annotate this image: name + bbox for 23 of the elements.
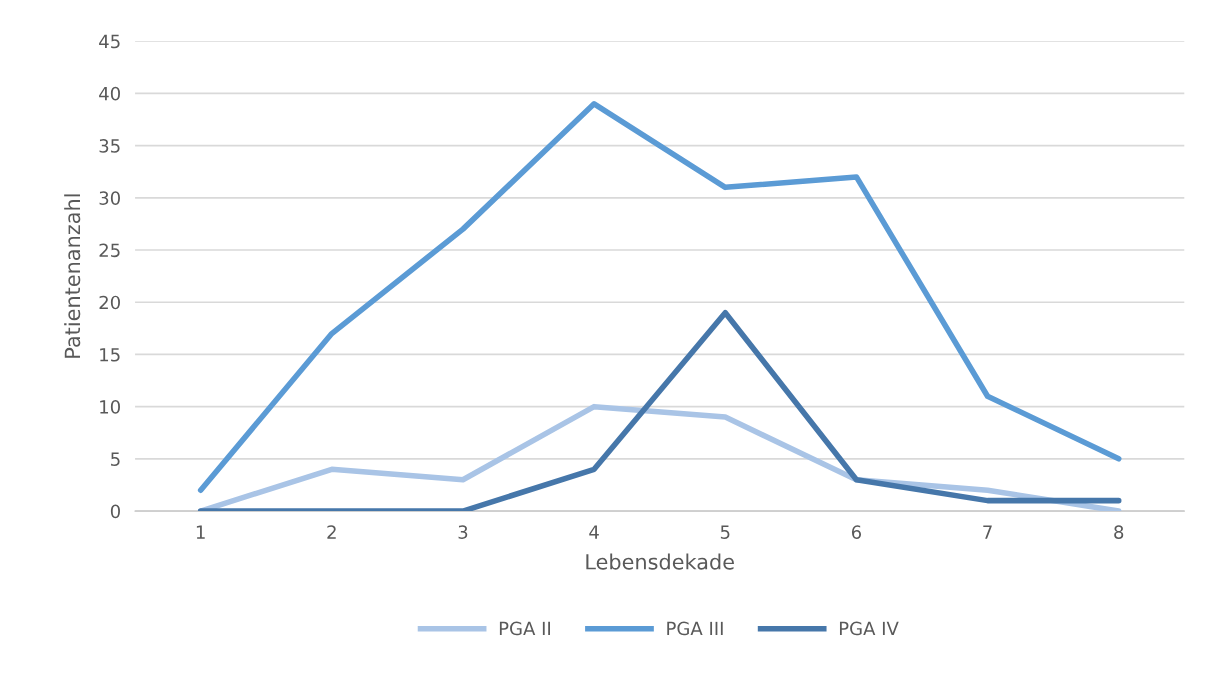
y-tick-label: 30 [99,191,120,205]
y-tick-label: 10 [100,400,120,414]
x-tick-label: 4 [589,525,599,539]
legend-label: PGA II [499,621,550,636]
y-tick-label: 35 [99,139,120,153]
y-tick-label: 5 [111,452,120,466]
x-tick-label: 5 [720,525,730,539]
y-tick-label: 20 [99,295,120,310]
x-tick-label: 6 [851,525,862,539]
y-tick-label: 25 [99,243,120,258]
x-tick-label: 8 [1114,525,1124,539]
x-tick-label: 2 [327,525,336,539]
y-tick-label: 40 [99,86,120,101]
x-tick-label: 1 [196,525,205,539]
y-axis-title: Patientenanzahl [64,194,81,358]
legend-label: PGA IV [839,621,899,636]
x-tick-label: 3 [458,525,468,539]
y-tick-label: 0 [110,504,120,519]
y-tick-label: 15 [100,348,120,362]
legend-label: PGA III [667,621,723,636]
y-tick-label: 45 [99,34,120,49]
x-tick-label: 7 [983,525,992,539]
x-axis-title: Lebensdekade [586,553,734,570]
